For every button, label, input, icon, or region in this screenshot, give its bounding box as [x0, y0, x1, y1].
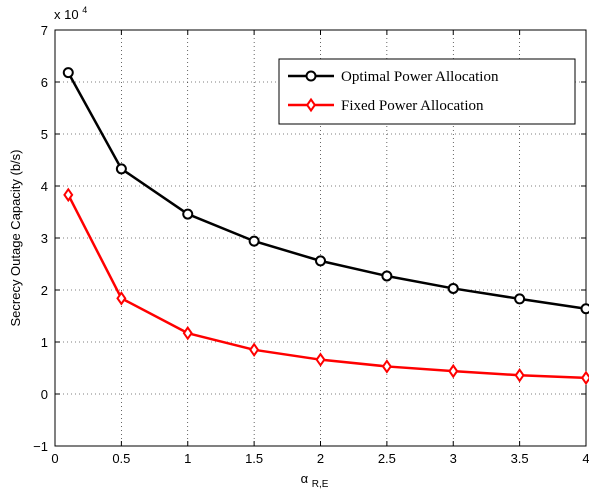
y-tick-label: 2 [41, 283, 48, 298]
legend-item: Fixed Power Allocation [288, 97, 484, 114]
y-tick-label: 3 [41, 231, 48, 246]
y-tick-label: 4 [41, 179, 48, 194]
x-axis-label: α R,E [301, 471, 329, 490]
y-axis-multiplier-exponent: 4 [82, 5, 87, 15]
x-tick-label: 0.5 [112, 451, 130, 466]
legend-box [278, 58, 576, 125]
x-tick-label: 0 [51, 451, 58, 466]
data-point [116, 291, 127, 306]
data-point [182, 208, 194, 220]
data-point [62, 67, 74, 79]
legend-marker [305, 97, 317, 113]
legend-item: Optimal Power Allocation [288, 69, 499, 85]
x-tick-label: 2.5 [378, 451, 396, 466]
data-point [381, 359, 392, 374]
data-point [182, 325, 193, 341]
y-tick-label: 5 [41, 127, 48, 142]
series-line [67, 194, 587, 380]
data-point [315, 352, 326, 367]
data-point [447, 282, 459, 294]
legend-marker [305, 70, 317, 82]
data-point [514, 368, 525, 383]
data-point [580, 370, 589, 386]
data-point [514, 293, 526, 305]
x-tick-label: 2 [317, 451, 324, 466]
y-axis-label: Secrecy Outage Capacity (b/s) [8, 149, 23, 326]
x-tick-label: 4 [582, 451, 589, 466]
series-2 [63, 187, 589, 386]
data-point [249, 342, 260, 358]
series-1 [62, 67, 589, 315]
data-point [580, 303, 589, 315]
x-tick-label: 1 [184, 451, 191, 466]
y-tick-label: 0 [41, 387, 48, 402]
data-point [115, 163, 127, 175]
x-tick-label: 3 [450, 451, 457, 466]
data-point [315, 255, 326, 267]
legend-label: Fixed Power Allocation [341, 98, 484, 114]
y-tick-label: 6 [41, 75, 48, 90]
y-tick-label: 7 [41, 23, 48, 38]
x-axis-label-subscript: R,E [312, 479, 329, 490]
legend-label: Optimal Power Allocation [341, 69, 499, 85]
legend: Optimal Power Allocation Fixed Power Allo… [278, 58, 576, 125]
y-tick-label: 1 [41, 335, 48, 350]
data-point [63, 187, 74, 203]
series-layer [62, 67, 589, 386]
data-point [248, 235, 260, 247]
x-tick-label: 3.5 [511, 451, 529, 466]
x-tick-label: 1.5 [245, 451, 263, 466]
y-tick-label: −1 [33, 439, 48, 454]
data-point [381, 270, 393, 282]
data-point [448, 363, 459, 379]
y-axis-multiplier: x 10 4 [54, 5, 87, 22]
